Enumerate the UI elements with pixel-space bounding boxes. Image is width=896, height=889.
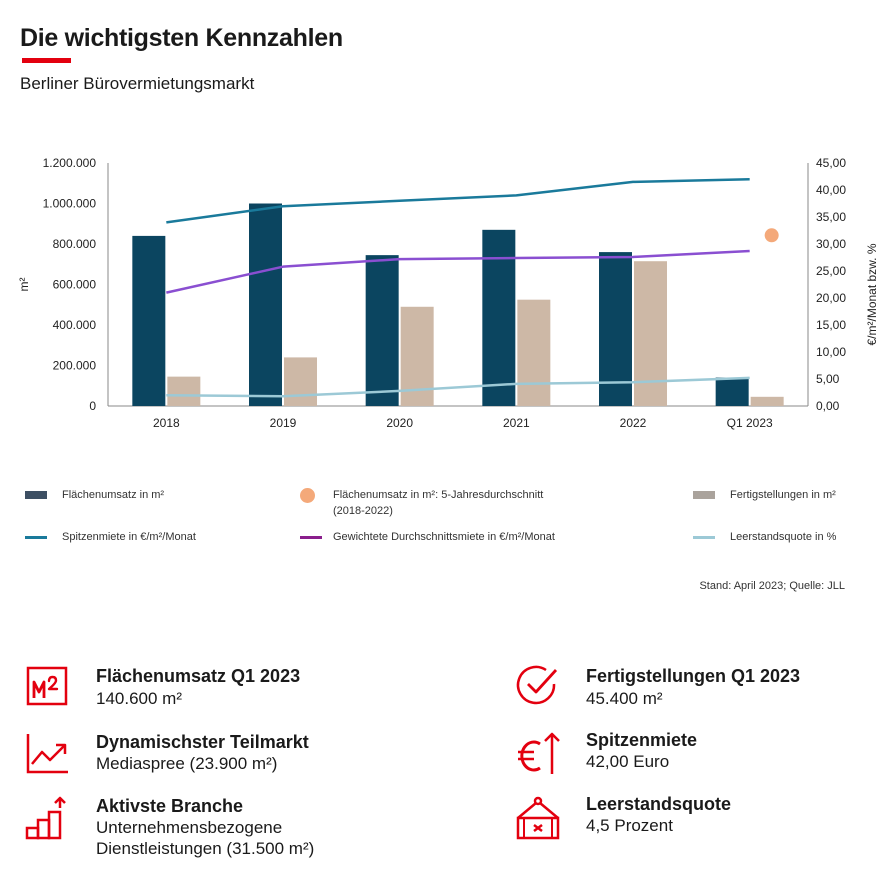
kpi-teilmarkt-value: Mediaspree (23.900 m²) bbox=[96, 754, 278, 773]
y-tick-label: 200.000 bbox=[53, 359, 97, 373]
legend-label-avg-line2: (2018-2022) bbox=[333, 505, 393, 517]
bar-flaechenumsatz bbox=[249, 203, 282, 406]
page-subtitle: Berliner Bürovermietungsmarkt bbox=[20, 74, 255, 93]
kpi-leerstand-value: 4,5 Prozent bbox=[586, 816, 673, 835]
line-leerstandsquote bbox=[166, 376, 750, 398]
legend-label-avg: Flächenumsatz in m²: 5-Jahresdurchschnit… bbox=[333, 487, 543, 519]
growth-bars-icon bbox=[25, 796, 66, 840]
y-tick-label: 1.000.000 bbox=[43, 197, 97, 211]
y2-tick-label: 40,00 bbox=[816, 183, 846, 197]
bar-flaechenumsatz bbox=[365, 255, 399, 406]
bar-flaechenumsatz bbox=[482, 229, 516, 406]
legend-label-durchschnitt: Gewichtete Durchschnittsmiete in €/m²/Mo… bbox=[333, 531, 555, 543]
euro-up-icon bbox=[518, 732, 560, 774]
y2-tick-label: 10,00 bbox=[816, 345, 846, 359]
y2-tick-label: 25,00 bbox=[816, 264, 846, 278]
legend-swatch-fertig bbox=[693, 491, 715, 499]
kpi-umsatz-value: 140.600 m² bbox=[96, 689, 182, 708]
kpi-fertig-title: Fertigstellungen Q1 2023 bbox=[586, 666, 801, 686]
y-tick-label: 1.200.000 bbox=[43, 156, 97, 170]
legend-swatch-spitze bbox=[25, 536, 47, 539]
bar-fertigstellungen bbox=[634, 261, 667, 406]
y2-tick-label: 5,00 bbox=[816, 372, 840, 386]
y-tick-label: 800.000 bbox=[53, 237, 97, 251]
y2-tick-label: 20,00 bbox=[816, 291, 846, 305]
kpi-teilmarkt-title: Dynamischster Teilmarkt bbox=[96, 732, 309, 752]
x-tick-label: 2018 bbox=[153, 416, 180, 430]
kennzahlen-chart: 0 200.000 400.000 600.000 800.000 1.000.000 1.… bbox=[17, 156, 879, 430]
y2-tick-label: 35,00 bbox=[816, 210, 846, 224]
title-accent-bar bbox=[22, 58, 71, 63]
x-tick-label: Q1 2023 bbox=[727, 416, 773, 430]
bar-fertigstellungen bbox=[750, 396, 784, 406]
legend-label-spitze: Spitzenmiete in €/m²/Monat bbox=[62, 531, 196, 543]
line-durchschnittsmiete bbox=[166, 249, 750, 294]
point-5-jahresdurchschnitt bbox=[764, 228, 779, 243]
kpi-spitze-title: Spitzenmiete bbox=[586, 730, 698, 750]
y-tick-label: 600.000 bbox=[53, 278, 97, 292]
y2-tick-label: 15,00 bbox=[816, 318, 846, 332]
y2-tick-label: 45,00 bbox=[816, 156, 846, 170]
vacancy-sign-icon bbox=[516, 796, 560, 840]
page-title: Die wichtigsten Kennzahlen bbox=[20, 24, 343, 52]
legend-label-fertig: Fertigstellungen in m² bbox=[730, 489, 836, 501]
x-tick-label: 2019 bbox=[270, 416, 297, 430]
source-note: Stand: April 2023; Quelle: JLL bbox=[699, 580, 845, 592]
bar-flaechenumsatz bbox=[715, 377, 749, 406]
bar-fertigstellungen bbox=[284, 357, 317, 406]
y-tick-label: 400.000 bbox=[53, 318, 97, 332]
legend-swatch-umsatz bbox=[25, 491, 47, 499]
x-tick-label: 2022 bbox=[620, 416, 647, 430]
legend-label-avg-line1: Flächenumsatz in m²: 5-Jahresdurchschnit… bbox=[333, 489, 544, 501]
kpi-spitze-value: 42,00 Euro bbox=[586, 752, 670, 771]
trend-chart-icon bbox=[26, 734, 68, 774]
x-tick-label: 2021 bbox=[503, 416, 530, 430]
legend-swatch-durchschnitt bbox=[300, 536, 322, 539]
kpi-leerstand-title: Leerstandsquote bbox=[586, 794, 732, 814]
check-circle-icon bbox=[516, 665, 558, 705]
y2-tick-label: 30,00 bbox=[816, 237, 846, 251]
x-tick-label: 2020 bbox=[386, 416, 413, 430]
bar-flaechenumsatz bbox=[599, 252, 632, 406]
kpi-branche-title: Aktivste Branche bbox=[96, 796, 244, 816]
y2-tick-label: 0,00 bbox=[816, 399, 840, 413]
kpi-branche-value-line1: Unternehmensbezogene bbox=[96, 818, 283, 837]
bar-flaechenumsatz bbox=[132, 235, 166, 406]
kpi-branche-value-line2: Dienstleistungen (31.500 m²) bbox=[96, 839, 315, 858]
bar-fertigstellungen bbox=[517, 299, 551, 406]
bar-fertigstellungen bbox=[167, 376, 201, 406]
y-tick-label: 0 bbox=[89, 399, 96, 413]
kpi-umsatz-title: Flächenumsatz Q1 2023 bbox=[96, 666, 301, 686]
kpi-fertig-value: 45.400 m² bbox=[586, 689, 663, 708]
legend-swatch-avg bbox=[300, 488, 315, 503]
legend-label-umsatz: Flächenumsatz in m² bbox=[62, 489, 165, 501]
m2-icon bbox=[26, 666, 68, 706]
y-axis-label: m² bbox=[17, 278, 31, 292]
line-spitzenmiete bbox=[166, 177, 750, 224]
y2-axis-label: €/m²/Monat bzw. % bbox=[865, 243, 879, 345]
legend-label-leerstand: Leerstandsquote in % bbox=[730, 531, 837, 543]
legend-swatch-leerstand bbox=[693, 536, 715, 539]
